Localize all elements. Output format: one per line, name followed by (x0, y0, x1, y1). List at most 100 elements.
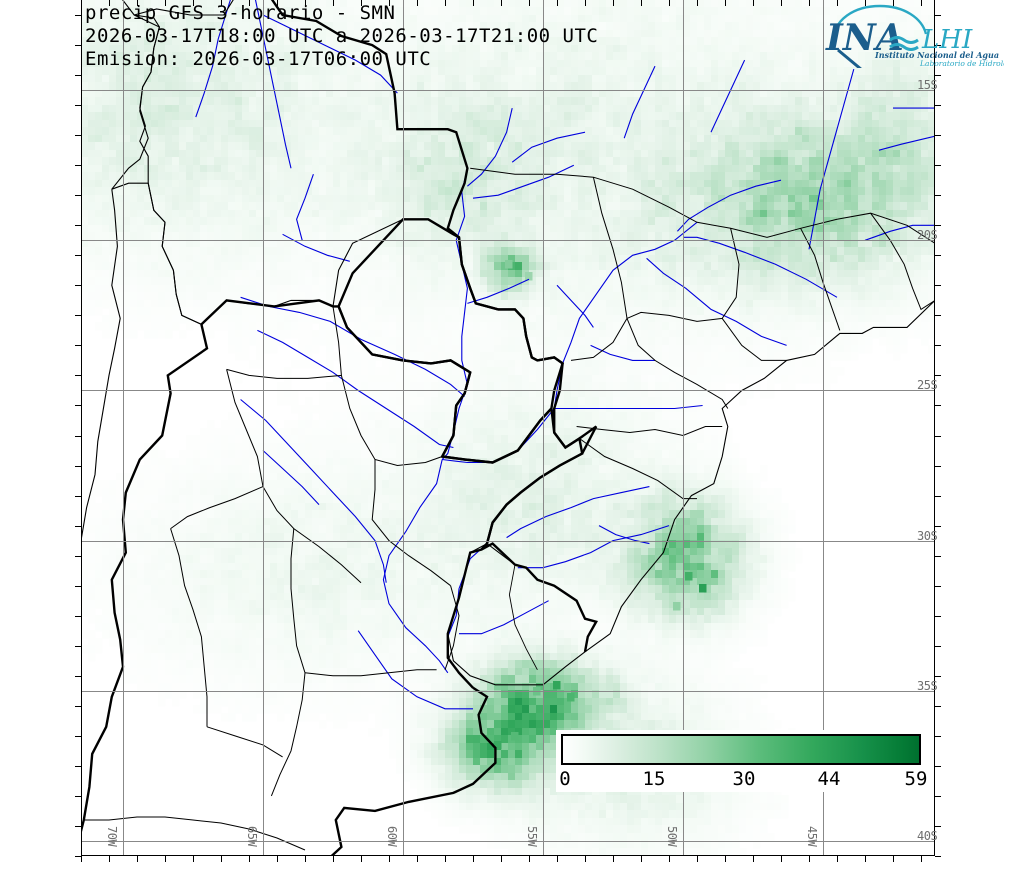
river-path (467, 278, 530, 304)
gridline-lat-30s (81, 541, 935, 542)
border-path (170, 486, 264, 530)
y-tick-left (75, 165, 81, 166)
y-tick (935, 826, 941, 827)
x-tick (697, 856, 698, 862)
x-tick (361, 856, 362, 862)
y-tick-left (75, 345, 81, 346)
y-tick (935, 75, 941, 76)
river-path (517, 525, 670, 569)
x-tick (389, 0, 390, 6)
border-path (576, 426, 723, 437)
x-tick (641, 856, 642, 862)
y-tick-left (75, 706, 81, 707)
x-tick (893, 856, 894, 862)
x-tick (921, 856, 922, 862)
x-tick (445, 856, 446, 862)
y-axis-label-35s: 35S (917, 679, 938, 693)
y-tick (935, 285, 941, 286)
map-plot-area (81, 0, 935, 856)
x-tick (641, 0, 642, 6)
river-path (676, 179, 782, 232)
x-tick (165, 0, 166, 6)
gridline-lon-70w (123, 0, 124, 856)
gridline-lon-65w (263, 0, 264, 856)
river-path (262, 450, 320, 505)
river-path (556, 284, 594, 328)
river-path (683, 236, 838, 298)
country-border-path (337, 218, 565, 464)
colorbar-label-0: 0 (559, 768, 571, 790)
gridline-lat-35s (81, 691, 935, 692)
gridline-lat-15s (81, 90, 935, 91)
y-tick (935, 375, 941, 376)
y-tick (935, 586, 941, 587)
y-axis-label-20s: 20S (917, 228, 938, 242)
x-axis-label-55w: 55W (525, 826, 539, 847)
river-path (472, 164, 575, 199)
river-path (511, 131, 586, 163)
y-tick (935, 676, 941, 677)
y-tick-left (75, 225, 81, 226)
river-path (254, 0, 292, 169)
y-axis-label-25s: 25S (917, 378, 938, 392)
x-tick (277, 856, 278, 862)
x-tick (109, 0, 110, 6)
border-path (290, 528, 306, 673)
river-network (195, 0, 935, 710)
border-path (447, 542, 598, 686)
border-path (570, 177, 628, 361)
river-path (195, 0, 231, 118)
y-tick (935, 436, 941, 437)
y-tick (935, 405, 941, 406)
y-tick-left (75, 826, 81, 827)
x-tick (193, 0, 194, 6)
logo-lhi-subtitle: Laboratorio de Hidrologia (919, 59, 1004, 68)
y-tick-left (75, 796, 81, 797)
x-tick (865, 856, 866, 862)
border-path (226, 369, 362, 584)
river-path (646, 257, 787, 346)
gridline-lon-50w (683, 0, 684, 856)
x-tick (277, 0, 278, 6)
x-tick (389, 856, 390, 862)
y-tick (935, 736, 941, 737)
x-tick (613, 856, 614, 862)
x-tick (865, 0, 866, 6)
y-tick (935, 646, 941, 647)
y-tick-left (75, 15, 81, 16)
river-path (710, 59, 746, 133)
logo-wave-1 (889, 36, 919, 44)
x-tick (81, 0, 82, 6)
y-tick (935, 616, 941, 617)
x-tick (417, 0, 418, 6)
gridline-lat-40s (81, 841, 935, 842)
y-tick-left (75, 676, 81, 677)
border-path (134, 0, 234, 16)
x-tick (669, 0, 670, 6)
gridline-lon-45w (823, 0, 824, 856)
logo-arc (830, 4, 928, 47)
x-tick (753, 856, 754, 862)
y-tick-left (75, 466, 81, 467)
y-tick-left (75, 556, 81, 557)
ina-lhi-logo: INA LHI Instituto Nacional del Agua Labo… (818, 4, 1019, 72)
border-path (304, 669, 437, 677)
x-tick (193, 856, 194, 862)
y-tick-left (75, 195, 81, 196)
colorbar-label-15: 15 (642, 768, 666, 790)
logo-lhi-text: LHI (921, 25, 973, 55)
x-tick (361, 0, 362, 6)
logo-wave-2 (889, 43, 919, 51)
y-tick-left (75, 75, 81, 76)
x-tick (613, 0, 614, 6)
y-tick (935, 315, 941, 316)
gridline-lon-55w (543, 0, 544, 856)
border-path (111, 0, 161, 190)
logo-ina-subtitle: Instituto Nacional del Agua (874, 50, 999, 60)
x-tick (249, 0, 250, 6)
y-tick (935, 255, 941, 256)
y-tick-left (75, 105, 81, 106)
x-tick (501, 0, 502, 6)
border-path (111, 182, 202, 325)
y-tick (935, 796, 941, 797)
